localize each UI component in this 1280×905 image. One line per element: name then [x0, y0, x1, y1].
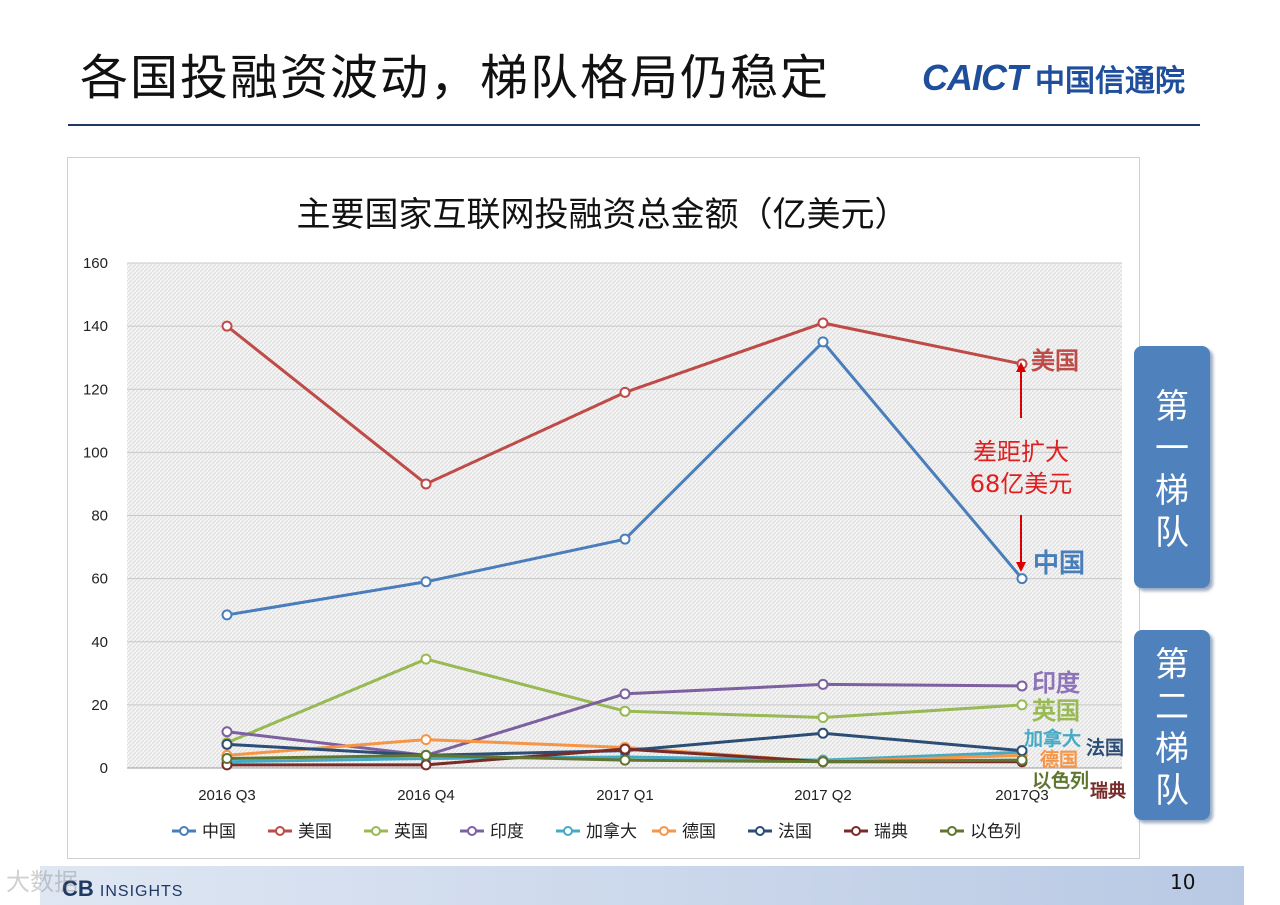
y-tick-label: 140	[83, 318, 108, 335]
caict-logo: CAICT 中国信通院	[922, 56, 1185, 100]
x-tick-label: 2017Q3	[995, 787, 1048, 804]
y-tick-label: 60	[91, 571, 108, 588]
data-point	[817, 678, 829, 690]
data-point	[1016, 699, 1028, 711]
series-end-label: 美国	[1031, 347, 1079, 375]
title-divider	[68, 124, 1200, 126]
tier-2-badge: 第 二 梯 队	[1134, 630, 1210, 820]
cb-insights-logo: CB INSIGHTS	[62, 876, 183, 902]
data-point	[619, 688, 631, 700]
data-point	[619, 754, 631, 766]
data-point	[817, 317, 829, 329]
tier-1-char: 一	[1155, 429, 1189, 469]
data-point	[420, 734, 432, 746]
legend-marker	[467, 826, 477, 836]
series-end-label: 法国	[1086, 736, 1124, 759]
watermark: 大数据	[6, 868, 78, 896]
series-end-label: 中国	[1033, 549, 1085, 579]
data-point	[817, 756, 829, 768]
legend-marker	[275, 826, 285, 836]
tier-1-badge: 第 一 梯 队	[1134, 346, 1210, 588]
chart-title: 主要国家互联网投融资总金额（亿美元）	[296, 195, 909, 235]
x-tick-label: 2017 Q2	[794, 787, 852, 804]
y-tick-label: 0	[100, 760, 108, 777]
legend-marker	[659, 826, 669, 836]
data-point	[1016, 573, 1028, 585]
data-point	[817, 336, 829, 348]
data-point	[619, 386, 631, 398]
data-point	[420, 576, 432, 588]
data-point	[221, 609, 233, 621]
tier-2-char: 二	[1155, 687, 1189, 727]
data-point	[221, 753, 233, 765]
data-point	[619, 705, 631, 717]
y-tick-label: 160	[83, 255, 108, 272]
y-tick-label: 40	[91, 634, 108, 651]
x-tick-label: 2016 Q4	[397, 787, 455, 804]
cb-logo-sub: INSIGHTS	[99, 883, 184, 900]
logo-en-text: CAICT	[922, 57, 1028, 98]
legend-label: 德国	[682, 822, 716, 842]
series-end-label: 以色列	[1032, 769, 1089, 792]
data-point	[420, 749, 432, 761]
data-point	[1016, 680, 1028, 692]
legend-label: 以色列	[970, 822, 1021, 842]
data-point	[221, 738, 233, 750]
legend-marker	[371, 826, 381, 836]
y-tick-label: 120	[83, 381, 108, 398]
legend-marker	[563, 826, 573, 836]
x-tick-label: 2016 Q3	[198, 787, 256, 804]
legend-marker	[947, 826, 957, 836]
legend-label: 印度	[490, 822, 524, 842]
data-point	[817, 727, 829, 739]
tier-2-char: 队	[1155, 771, 1189, 811]
data-point	[817, 712, 829, 723]
page-number: 10	[1170, 870, 1196, 894]
series-end-label: 德国	[1040, 748, 1078, 771]
footer-bar	[40, 866, 1244, 905]
data-point	[420, 653, 432, 665]
y-tick-label: 80	[91, 508, 108, 525]
tier-1-char: 队	[1155, 513, 1189, 553]
data-point	[420, 478, 432, 490]
gap-annotation-line: 差距扩大	[973, 438, 1069, 466]
tier-2-char: 梯	[1155, 729, 1189, 769]
gap-annotation-line: 68亿美元	[970, 470, 1073, 498]
gap-arrowhead-up	[1016, 362, 1026, 372]
x-tick-label: 2017 Q1	[596, 787, 654, 804]
logo-cn-text: 中国信通院	[1035, 64, 1185, 99]
slide-title: 各国投融资波动，梯队格局仍稳定	[80, 50, 831, 106]
data-point	[619, 743, 631, 755]
legend-label: 法国	[778, 822, 812, 842]
tier-1-char: 第	[1155, 387, 1189, 427]
tier-1-char: 梯	[1155, 471, 1189, 511]
data-point	[420, 759, 432, 771]
data-point	[619, 533, 631, 545]
legend-label: 美国	[298, 822, 332, 842]
legend-marker	[851, 826, 861, 836]
data-point	[1016, 754, 1028, 766]
legend-label: 中国	[202, 822, 236, 842]
y-tick-label: 100	[83, 444, 108, 461]
series-end-label: 英国	[1032, 697, 1080, 725]
series-end-label: 瑞典	[1090, 780, 1126, 802]
series-end-label: 加拿大	[1023, 727, 1081, 750]
legend-label: 英国	[394, 822, 428, 842]
y-tick-label: 20	[91, 697, 108, 714]
series-end-label: 印度	[1032, 669, 1081, 697]
cb-logo-text: CB	[62, 876, 94, 901]
legend-marker	[755, 826, 765, 836]
data-point	[221, 320, 233, 332]
legend-label: 瑞典	[874, 822, 908, 842]
tier-2-char: 第	[1155, 645, 1189, 685]
gap-arrowhead-down	[1016, 562, 1026, 572]
data-point	[221, 726, 233, 738]
legend-label: 加拿大	[586, 821, 637, 842]
legend-marker	[179, 826, 189, 836]
